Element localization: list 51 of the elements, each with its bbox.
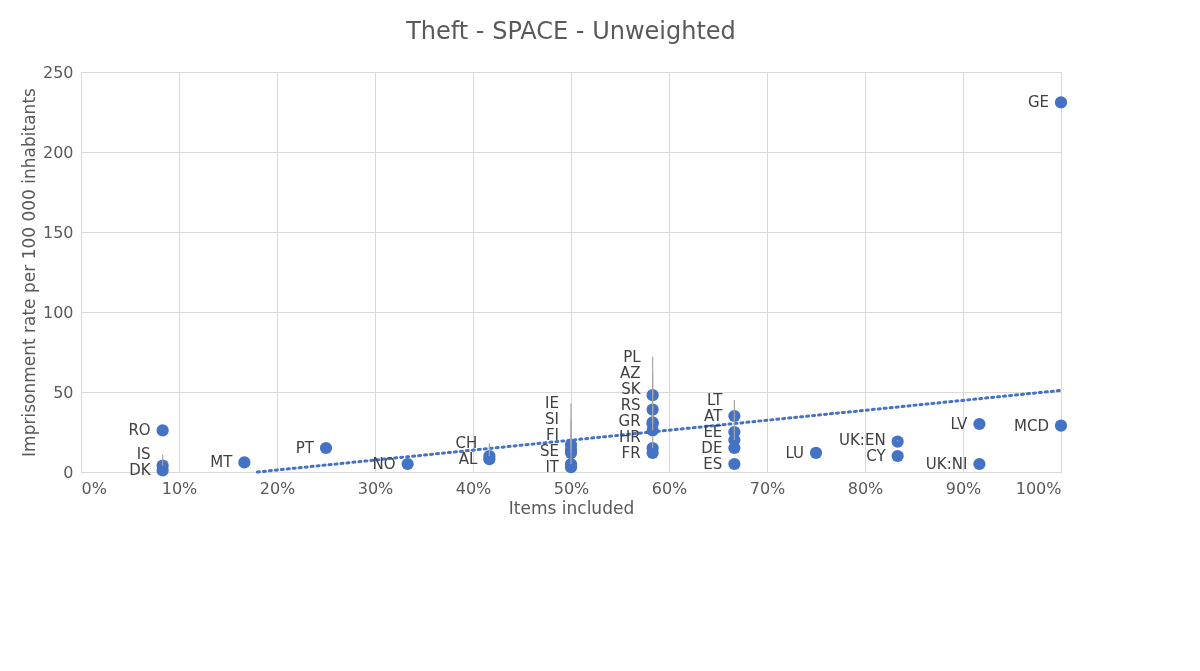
annotation: GR xyxy=(618,411,641,430)
annotation: FR xyxy=(621,443,641,462)
annotation: AL xyxy=(458,450,478,469)
y-tick-label: 50 xyxy=(53,382,74,402)
annotation: DE xyxy=(701,439,723,457)
y-tick-label: 200 xyxy=(42,142,74,162)
annotation: PT xyxy=(295,439,315,457)
annotation: MCD xyxy=(1014,416,1049,435)
x-tick-label: 10% xyxy=(161,478,198,498)
y-tick-label: 0 xyxy=(63,462,74,482)
annotation: EE xyxy=(703,423,723,441)
annotation: AZ xyxy=(620,363,641,382)
annotation: SK xyxy=(621,379,642,398)
x-tick-label: 100% xyxy=(1015,478,1062,498)
y-tick-label: 250 xyxy=(42,62,74,82)
chart-title: Theft - SPACE - Unweighted xyxy=(405,17,736,45)
x-tick-label: 60% xyxy=(651,478,688,498)
x-tick-label: 50% xyxy=(553,478,590,498)
annotation: AT xyxy=(704,407,724,425)
annotation: NO xyxy=(372,455,396,473)
annotation: PL xyxy=(623,347,642,366)
annotation: MT xyxy=(210,453,234,472)
annotation: UK:NI xyxy=(925,455,968,473)
x-tick-label: 40% xyxy=(455,478,492,498)
annotation: UK:EN xyxy=(839,431,886,449)
x-tick-label: 90% xyxy=(945,478,982,498)
x-tick-label: 20% xyxy=(259,478,296,498)
annotation: DK xyxy=(129,461,152,480)
x-tick-label: 80% xyxy=(847,478,884,498)
annotation: SI xyxy=(545,410,559,429)
annotation: LU xyxy=(785,443,804,462)
x-tick-label: 70% xyxy=(749,478,786,498)
annotation: SE xyxy=(540,442,559,461)
x-axis-title: Items included xyxy=(508,497,635,518)
annotation: CY xyxy=(866,447,887,465)
annotation: LT xyxy=(706,391,724,409)
annotation: RS xyxy=(620,395,641,414)
annotation: LV xyxy=(950,415,969,433)
x-tick-label: 0% xyxy=(81,478,107,498)
annotation: FI xyxy=(545,426,559,445)
annotation: GE xyxy=(1027,93,1049,112)
annotation: IE xyxy=(545,394,559,413)
annotation: CH xyxy=(455,434,478,453)
annotation: IS xyxy=(136,445,151,464)
y-tick-label: 100 xyxy=(42,302,74,322)
annotation: IT xyxy=(545,458,560,477)
annotation: RO xyxy=(128,421,151,440)
annotation: ES xyxy=(703,455,723,473)
x-tick-label: 30% xyxy=(357,478,394,498)
y-axis-title: Imprisonment rate per 100 000 inhabitants xyxy=(18,87,39,457)
y-tick-label: 150 xyxy=(42,222,74,242)
